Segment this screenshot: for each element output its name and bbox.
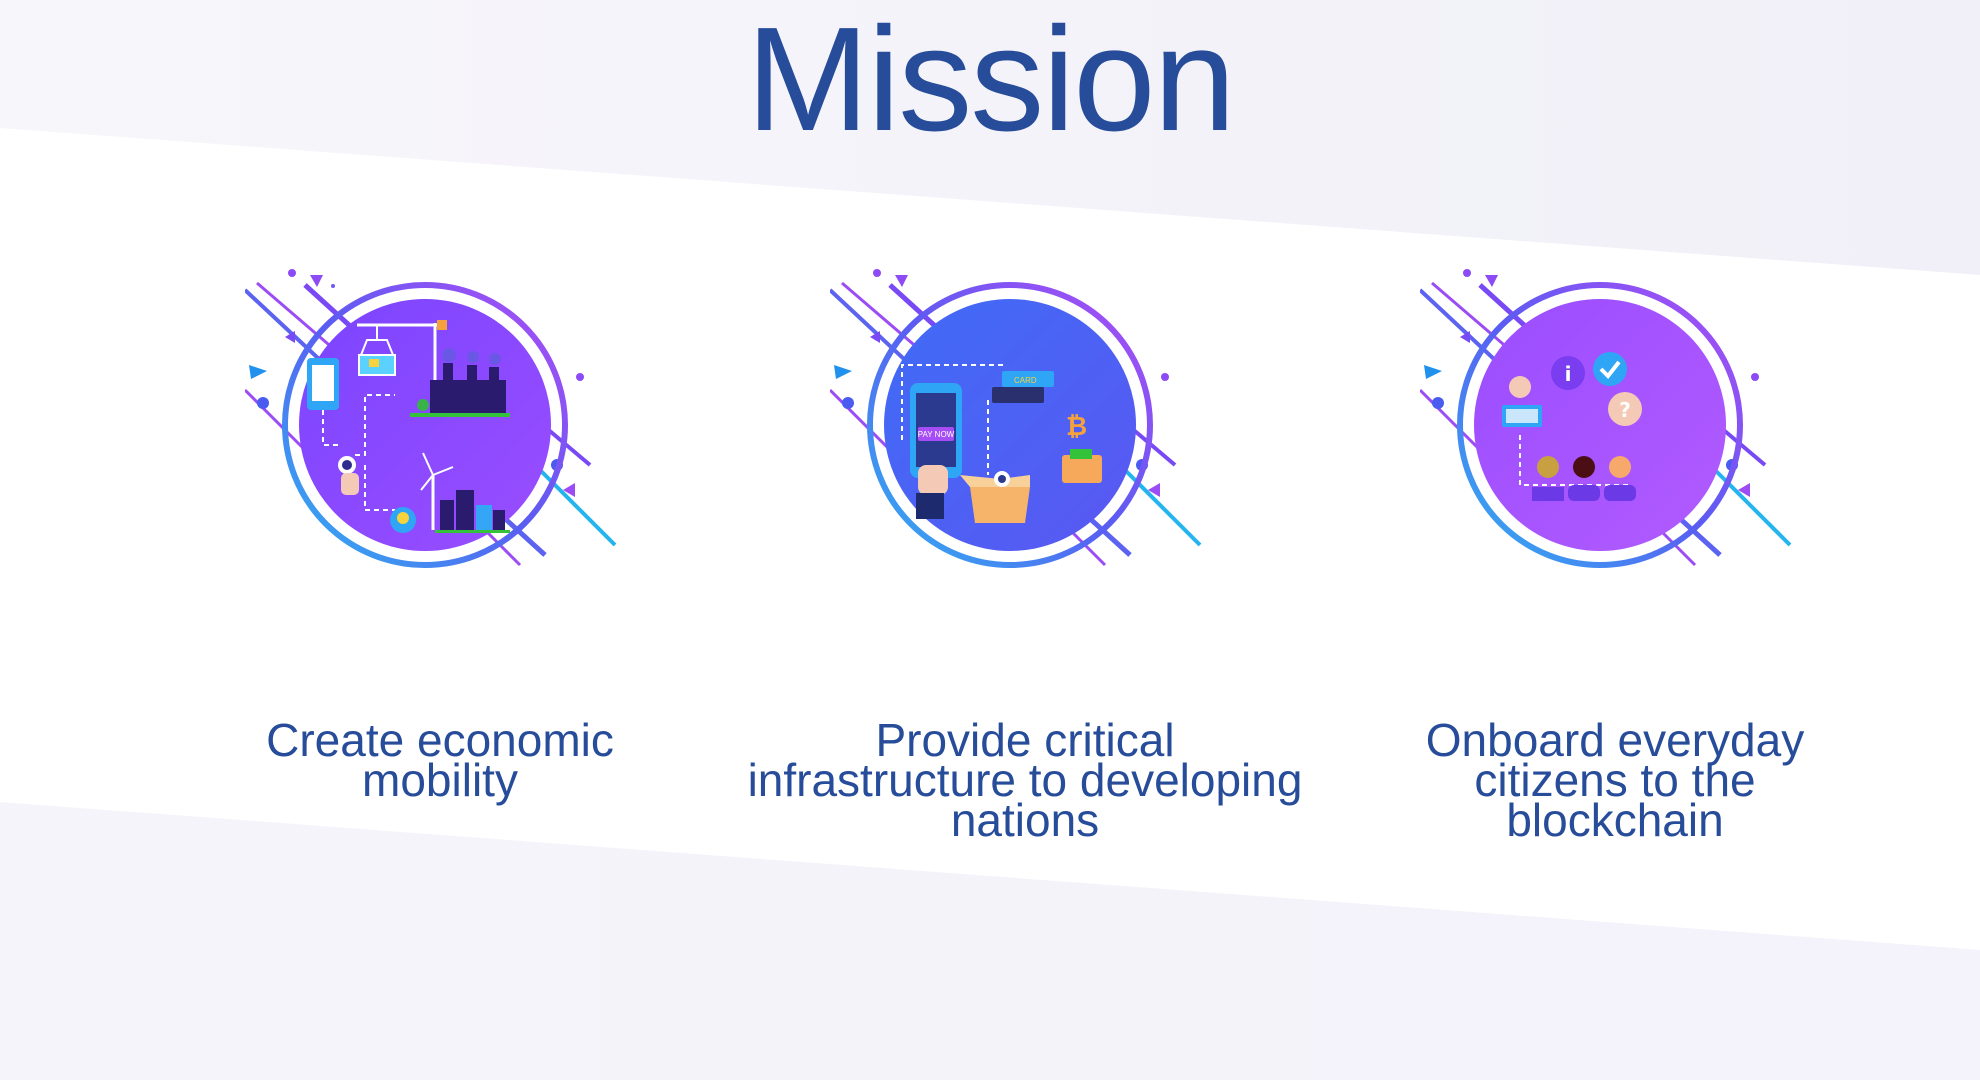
community-support-icon: i ? [1420, 269, 1792, 568]
svg-text:i: i [1565, 362, 1572, 386]
mission-caption: Onboard everyday citizens to the blockch… [1315, 714, 1915, 846]
caption-line: Onboard everyday [1425, 714, 1805, 766]
factory-icon [410, 348, 510, 417]
support-agent-icon [1502, 376, 1542, 427]
caption-line: infrastructure to developing [747, 754, 1303, 806]
check-badge-icon [1593, 352, 1627, 386]
bottom-band [0, 802, 1980, 1080]
tap-hand-icon [916, 465, 948, 519]
city-industry-icon [245, 269, 617, 568]
caption-line: Create economic [266, 714, 614, 766]
page-title: Mission [746, 0, 1236, 162]
wallet-icon [1062, 449, 1102, 483]
question-bubble-icon: ? [1608, 392, 1642, 426]
top-band [0, 0, 1980, 275]
wind-turbine-icon [420, 452, 454, 530]
bitcoin-icon: ₿ [1066, 412, 1087, 442]
smartphone-icon: PAY NOW [910, 383, 962, 478]
info-bubble-icon: i [1551, 356, 1585, 390]
lightbulb-icon [390, 507, 416, 533]
mission-caption: Create economic mobility [140, 714, 740, 806]
caption-line: mobility [362, 754, 518, 806]
city-buildings-icon [435, 490, 510, 533]
svg-text:?: ? [1619, 398, 1631, 422]
citizens-group-icon [1532, 456, 1636, 501]
caption-line: Provide critical [875, 714, 1175, 766]
caption-line: nations [950, 794, 1100, 846]
mission-caption: Provide critical infrastructure to devel… [725, 714, 1325, 846]
illustration-disc [299, 299, 551, 551]
credit-card-icon: CARD [992, 371, 1054, 403]
pay-now-label: PAY NOW [918, 430, 955, 439]
mission-card-infrastructure: PAY NOW CARD ₿ Provide critical [725, 265, 1325, 865]
caption-line: blockchain [1506, 794, 1724, 846]
mission-card-economic-mobility: Create economic mobility [140, 265, 740, 865]
phone-icon [307, 358, 339, 410]
parcel-box-icon [960, 471, 1030, 523]
svg-text:CARD: CARD [1014, 376, 1037, 385]
mission-card-onboard-citizens: i ? Onboard everyday citizens to the blo… [1315, 265, 1915, 865]
mobile-payment-icon: PAY NOW CARD ₿ [830, 269, 1202, 568]
caption-line: citizens to the [1474, 754, 1756, 806]
svg-text:₿: ₿ [1066, 412, 1087, 442]
tap-hand-icon [338, 456, 359, 495]
